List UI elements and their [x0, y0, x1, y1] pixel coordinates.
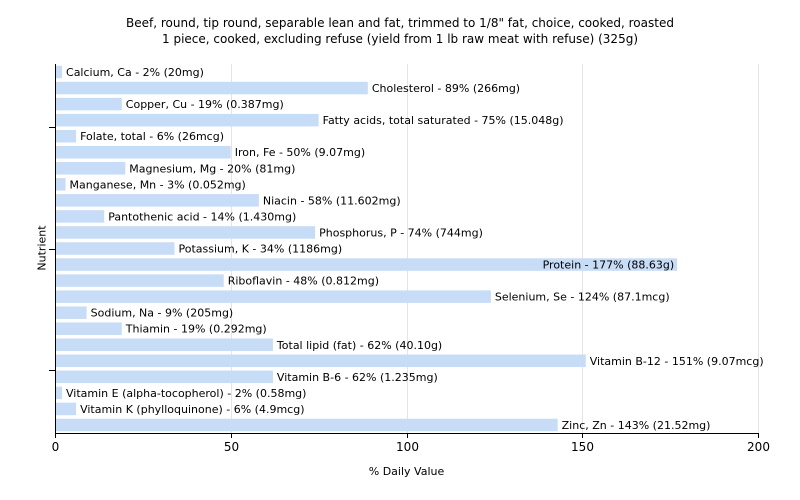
bar-label: Manganese, Mn - 3% (0.052mg): [70, 178, 246, 191]
x-tick-label: 200: [747, 440, 770, 454]
x-tick-label: 50: [224, 440, 239, 454]
bar: [55, 97, 122, 111]
bar-label: Niacin - 58% (11.602mg): [263, 194, 401, 207]
bar: [55, 113, 319, 127]
x-tick-label: 0: [52, 440, 60, 454]
bar-label: Total lipid (fat) - 62% (40.10g): [276, 339, 442, 352]
bar: [55, 162, 126, 175]
bar-label: Zinc, Zn - 143% (21.52mg): [562, 419, 711, 432]
x-tick-label: 100: [396, 440, 419, 454]
bar: [55, 274, 224, 287]
bar: [55, 145, 231, 159]
bar: [55, 370, 273, 384]
bar: [55, 129, 77, 143]
bar: [55, 338, 273, 352]
bar-label: Vitamin K (phylloquinone) - 6% (4.9mcg): [80, 403, 304, 416]
bar: [55, 242, 175, 255]
bar-label: Fatty acids, total saturated - 75% (15.0…: [323, 114, 564, 127]
bar: [55, 194, 259, 207]
bar-label: Folate, total - 6% (26mcg): [80, 130, 224, 143]
bar: [55, 386, 63, 400]
bar: [55, 81, 368, 95]
bar: [55, 418, 558, 432]
x-tick-label: 150: [571, 440, 594, 454]
chart-title: Beef, round, tip round, separable lean a…: [126, 16, 674, 30]
bar-label: Pantothenic acid - 14% (1.430mg): [108, 210, 296, 223]
chart-subtitle: 1 piece, cooked, excluding refuse (yield…: [162, 32, 638, 46]
bar-label: Cholesterol - 89% (266mg): [372, 82, 520, 95]
bar-label: Vitamin B-6 - 62% (1.235mg): [277, 371, 438, 384]
bar: [55, 210, 105, 223]
bar-label: Protein - 177% (88.63g): [543, 259, 675, 272]
bar-label: Thiamin - 19% (0.292mg): [125, 323, 267, 336]
bar: [55, 290, 491, 303]
bar: [55, 402, 77, 416]
bar-label: Phosphorus, P - 74% (744mg): [319, 226, 483, 239]
bar-label: Calcium, Ca - 2% (20mg): [66, 66, 204, 79]
bar-label: Vitamin B-12 - 151% (9.07mcg): [590, 355, 764, 368]
bar: [55, 226, 316, 239]
bar-label: Copper, Cu - 19% (0.387mg): [126, 98, 284, 111]
bar: [55, 178, 66, 191]
bar-label: Potassium, K - 34% (1186mg): [179, 243, 343, 256]
bar: [55, 306, 87, 319]
bar: [55, 322, 122, 335]
bar-label: Selenium, Se - 124% (87.1mcg): [495, 291, 670, 304]
x-axis-label: % Daily Value: [368, 465, 445, 478]
bar-label: Sodium, Na - 9% (205mg): [91, 307, 234, 320]
bar-label: Magnesium, Mg - 20% (81mg): [129, 162, 295, 175]
bar-label: Iron, Fe - 50% (9.07mg): [235, 146, 365, 159]
bar: [55, 258, 678, 271]
bar-label: Vitamin E (alpha-tocopherol) - 2% (0.58m…: [66, 387, 306, 400]
bar: [55, 354, 586, 368]
y-axis-label: Nutrient: [35, 225, 49, 271]
bar: [55, 65, 63, 79]
bar-label: Riboflavin - 48% (0.812mg): [228, 275, 379, 288]
